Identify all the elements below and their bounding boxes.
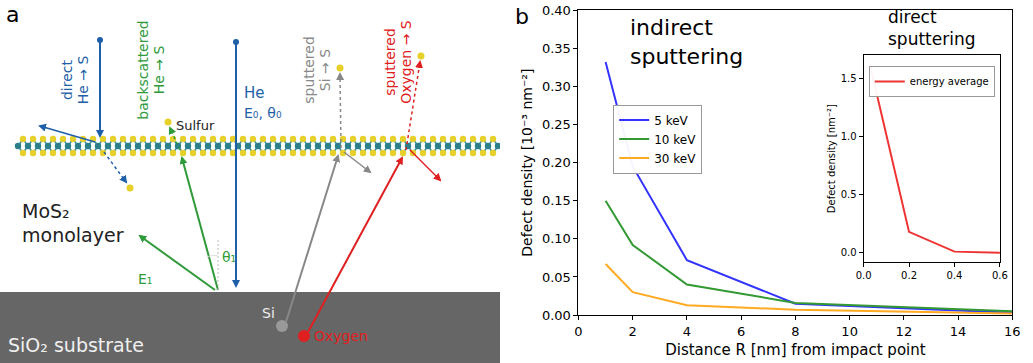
svg-text:0.4: 0.4 (947, 270, 963, 281)
svg-text:1.5: 1.5 (841, 73, 857, 84)
svg-text:14: 14 (950, 324, 967, 339)
svg-text:E₀, θ₀: E₀, θ₀ (244, 105, 282, 121)
svg-text:0.40: 0.40 (542, 3, 571, 18)
svg-text:Oxygen → S: Oxygen → S (398, 20, 414, 104)
svg-text:5 keV: 5 keV (654, 114, 688, 128)
svg-text:Defect density [10⁻³ nm⁻²]: Defect density [10⁻³ nm⁻²] (519, 69, 535, 257)
svg-text:sputtered: sputtered (382, 28, 398, 96)
svg-text:0.2: 0.2 (901, 270, 917, 281)
svg-text:direct: direct (59, 59, 75, 100)
svg-text:θ₁: θ₁ (222, 249, 236, 265)
svg-text:He: He (244, 84, 265, 102)
svg-text:b: b (515, 4, 529, 29)
svg-text:0.30: 0.30 (542, 79, 571, 94)
svg-text:8: 8 (791, 324, 799, 339)
svg-text:MoS₂: MoS₂ (22, 200, 70, 222)
svg-text:monolayer: monolayer (22, 224, 124, 246)
svg-text:backscattered: backscattered (135, 20, 151, 119)
svg-text:0.0: 0.0 (841, 247, 857, 258)
svg-text:a: a (6, 2, 19, 27)
svg-text:0.10: 0.10 (542, 231, 571, 246)
svg-text:energy average: energy average (910, 76, 989, 87)
svg-text:directsputtering: directsputtering (888, 7, 976, 49)
svg-text:30 keV: 30 keV (654, 152, 696, 166)
svg-text:Si: Si (262, 305, 275, 321)
svg-text:SiO₂ substrate: SiO₂ substrate (8, 334, 144, 356)
svg-text:0.5: 0.5 (841, 189, 857, 200)
svg-text:Oxygen: Oxygen (314, 328, 368, 344)
svg-text:Si → S: Si → S (317, 49, 333, 91)
svg-text:sputtered: sputtered (301, 36, 317, 104)
svg-text:4: 4 (683, 324, 691, 339)
svg-text:0.35: 0.35 (542, 41, 571, 56)
svg-text:0.15: 0.15 (542, 193, 571, 208)
svg-text:0.00: 0.00 (542, 308, 571, 323)
svg-text:Distance R [nm] from impact po: Distance R [nm] from impact point (665, 341, 926, 359)
svg-text:He → S: He → S (151, 46, 167, 95)
svg-text:0: 0 (574, 324, 582, 339)
svg-text:0.0: 0.0 (856, 270, 872, 281)
svg-text:10: 10 (841, 324, 858, 339)
svg-text:6: 6 (737, 324, 745, 339)
svg-text:Sulfur: Sulfur (176, 118, 215, 133)
svg-text:He → S: He → S (75, 56, 91, 105)
svg-text:1.0: 1.0 (841, 131, 857, 142)
svg-text:0.6: 0.6 (992, 270, 1008, 281)
svg-text:indirectsputtering: indirectsputtering (630, 15, 743, 69)
svg-text:10 keV: 10 keV (654, 133, 696, 147)
svg-text:16: 16 (1004, 324, 1021, 339)
svg-text:E₁: E₁ (138, 271, 152, 287)
svg-text:0.25: 0.25 (542, 117, 571, 132)
svg-text:12: 12 (896, 324, 913, 339)
svg-text:Defect density [nm⁻²]: Defect density [nm⁻²] (826, 104, 837, 213)
svg-text:0.20: 0.20 (542, 155, 571, 170)
svg-text:2: 2 (629, 324, 637, 339)
svg-text:0.05: 0.05 (542, 270, 571, 285)
